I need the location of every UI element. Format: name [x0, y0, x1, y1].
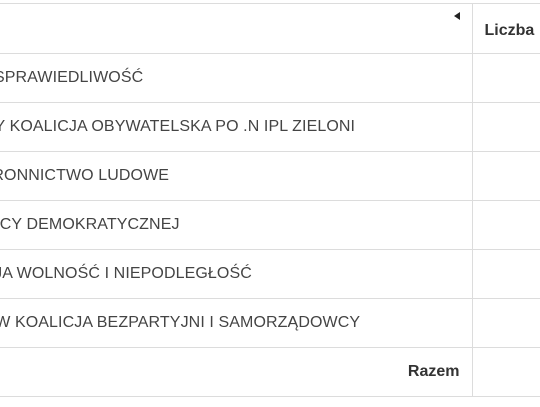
- party-name-cell: KOMITET WYBORCZY KOALICJA OBYWATELSKA PO…: [0, 102, 472, 152]
- table-header-row: Liczba: [0, 3, 540, 54]
- table-row: KONFEDERACJA WOLNOŚĆ I NIEPODLEGŁOŚĆ: [0, 249, 540, 299]
- column-header-count-label: Liczba: [484, 21, 535, 39]
- table-row: SOJUSZ LEWICY DEMOKRATYCZNEJ: [0, 200, 540, 250]
- total-count-cell: [471, 347, 540, 397]
- table-row: PRAWO I SPRAWIEDLIWOŚĆ: [0, 53, 540, 103]
- party-name-cell: PRAWO I SPRAWIEDLIWOŚĆ: [0, 53, 472, 103]
- column-header-count[interactable]: Liczba: [471, 3, 540, 54]
- party-name-cell: KOMITET WYBORCÓW KOALICJA BEZPARTYJNI I …: [0, 298, 472, 348]
- party-count-cell: [471, 151, 540, 201]
- party-name-cell: KONFEDERACJA WOLNOŚĆ I NIEPODLEGŁOŚĆ: [0, 249, 472, 299]
- party-count-cell: [471, 200, 540, 250]
- party-count-cell: [471, 53, 540, 103]
- party-name: SOJUSZ LEWICY DEMOKRATYCZNEJ: [0, 216, 180, 233]
- party-count-cell: [471, 249, 540, 299]
- table-row: KOMITET WYBORCZY KOALICJA OBYWATELSKA PO…: [0, 102, 540, 152]
- party-name: PRAWO I SPRAWIEDLIWOŚĆ: [0, 69, 144, 86]
- table-row: KOMITET WYBORCÓW KOALICJA BEZPARTYJNI I …: [0, 298, 540, 348]
- party-name: POLSKIE STRONNICTWO LUDOWE: [0, 167, 170, 184]
- party-count-cell: [471, 102, 540, 152]
- table-row: POLSKIE STRONNICTWO LUDOWE: [0, 151, 540, 201]
- table-total-row: Razem: [0, 347, 540, 397]
- party-name-cell: SOJUSZ LEWICY DEMOKRATYCZNEJ: [0, 200, 472, 250]
- sort-arrow-icon[interactable]: [453, 12, 460, 20]
- party-count-cell: [471, 298, 540, 348]
- party-name: KONFEDERACJA WOLNOŚĆ I NIEPODLEGŁOŚĆ: [0, 265, 252, 282]
- results-table: Liczba PRAWO I SPRAWIEDLIWOŚĆ KOMITET WY…: [0, 3, 540, 397]
- total-label: Razem: [0, 347, 472, 397]
- party-name: KOMITET WYBORCZY KOALICJA OBYWATELSKA PO…: [0, 118, 356, 135]
- party-name: KOMITET WYBORCÓW KOALICJA BEZPARTYJNI I …: [0, 314, 361, 331]
- party-name-cell: POLSKIE STRONNICTWO LUDOWE: [0, 151, 472, 201]
- column-header-name[interactable]: [0, 3, 472, 54]
